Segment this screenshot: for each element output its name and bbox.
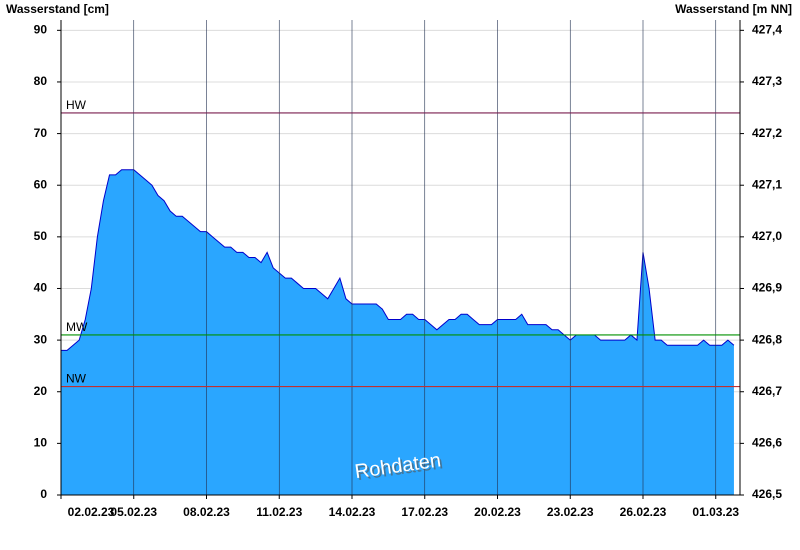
- x-tick-label: 11.02.23: [256, 505, 302, 519]
- y-tick-label: 80: [34, 74, 48, 88]
- y2-tick-label: 427,4: [752, 22, 782, 36]
- y-tick-label: 60: [34, 177, 48, 191]
- y2-tick-label: 426,8: [752, 332, 782, 346]
- y2-tick-label: 426,5: [752, 487, 782, 501]
- x-tick-label: 14.02.23: [329, 505, 376, 519]
- x-tick-label: 02.02.23: [68, 505, 115, 519]
- y-tick-label: 40: [34, 281, 48, 295]
- y-tick-label: 50: [34, 229, 48, 243]
- area: [61, 169, 734, 495]
- x-tick-label: 05.02.23: [110, 505, 157, 519]
- y2-tick-label: 427,1: [752, 177, 782, 191]
- y2-axis-title: Wasserstand [m NN]: [675, 2, 792, 16]
- y2-tick-label: 426,7: [752, 384, 782, 398]
- reference-label: MW: [66, 320, 88, 334]
- y2-tick-label: 427,0: [752, 229, 782, 243]
- y2-tick-label: 426,9: [752, 281, 782, 295]
- y-tick-label: 10: [34, 436, 48, 450]
- y-tick-label: 0: [40, 487, 47, 501]
- x-tick-label: 20.02.23: [474, 505, 521, 519]
- y2-tick-label: 427,3: [752, 74, 782, 88]
- y2-tick-label: 427,2: [752, 126, 782, 140]
- y-tick-label: 30: [34, 332, 48, 346]
- x-tick-label: 23.02.23: [547, 505, 594, 519]
- line: [61, 169, 735, 351]
- y2-tick-label: 426,6: [752, 436, 782, 450]
- x-tick-label: 01.03.23: [692, 505, 739, 519]
- x-tick-label: 26.02.23: [620, 505, 667, 519]
- y-axis-title: Wasserstand [cm]: [6, 2, 109, 16]
- y-tick-label: 20: [34, 384, 48, 398]
- y-tick-label: 90: [34, 22, 48, 36]
- reference-label: HW: [66, 98, 87, 112]
- x-tick-label: 17.02.23: [401, 505, 448, 519]
- y-tick-label: 70: [34, 126, 48, 140]
- x-tick-label: 08.02.23: [183, 505, 230, 519]
- reference-label: NW: [66, 372, 87, 386]
